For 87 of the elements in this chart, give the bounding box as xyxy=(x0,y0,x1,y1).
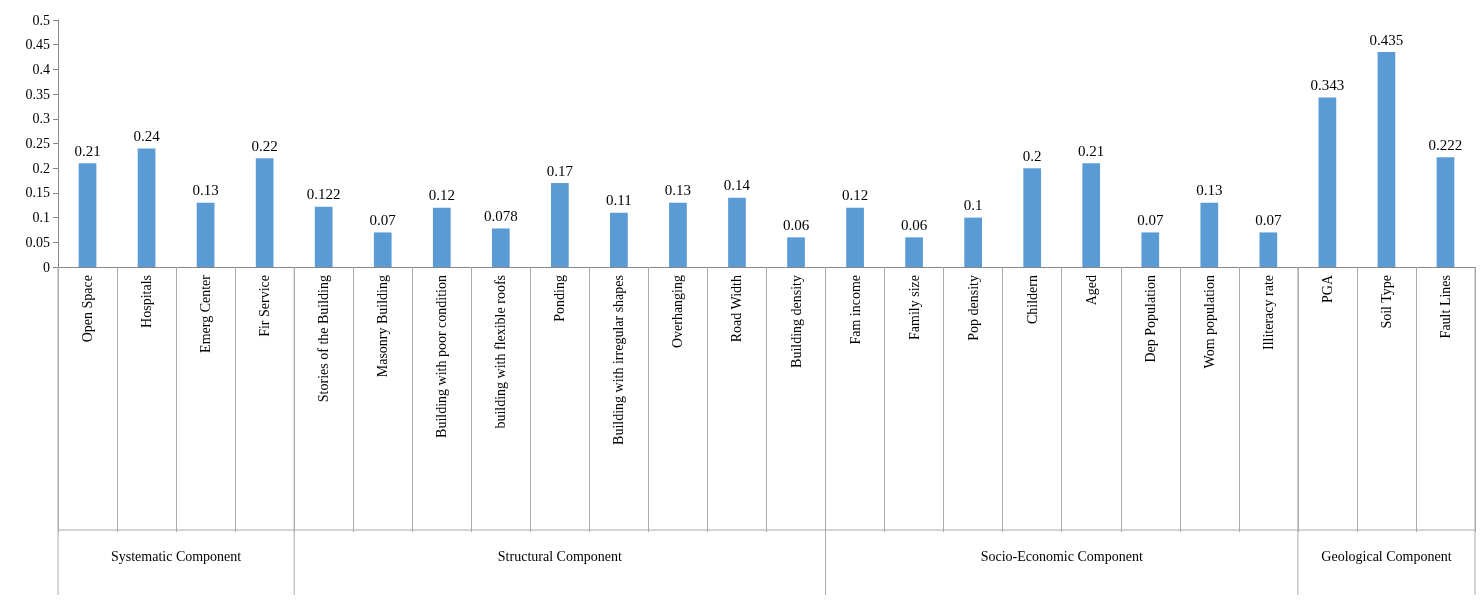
data-label: 0.06 xyxy=(782,216,810,233)
x-tick-label: Building density xyxy=(788,275,804,368)
x-tick-label: Stories of the Building xyxy=(316,275,332,403)
y-tick-label: 0.1 xyxy=(32,210,50,226)
y-tick-label: 0 xyxy=(43,259,50,275)
bar xyxy=(905,237,923,267)
x-tick-label: Dep Population xyxy=(1142,275,1158,363)
data-label: 0.435 xyxy=(1369,31,1404,48)
y-tick-label: 0.35 xyxy=(25,86,50,102)
bar xyxy=(1259,232,1278,267)
bar xyxy=(1200,202,1219,267)
data-label: 0.14 xyxy=(723,177,751,194)
data-label: 0.13 xyxy=(1196,182,1223,199)
x-tick-label: Illiteracy rate xyxy=(1260,275,1276,351)
data-label: 0.07 xyxy=(369,211,397,228)
x-tick-label: Building with poor condition xyxy=(434,275,450,438)
data-label: 0.1 xyxy=(963,197,983,214)
bar xyxy=(551,183,569,267)
x-tick-label: Building with irregular shapes xyxy=(611,275,627,445)
bar xyxy=(728,197,746,267)
y-tick-label: 0.15 xyxy=(25,185,50,201)
text: Systematic Component xyxy=(110,548,242,564)
y-tick-label: 0.5 xyxy=(32,12,50,28)
bar xyxy=(1082,163,1101,267)
data-label: 0.24 xyxy=(133,127,161,144)
text: Socio-Economic Component xyxy=(980,548,1143,564)
x-tick-label: Hospitals xyxy=(139,275,155,328)
x-tick-label: Fam income xyxy=(847,275,863,345)
bar xyxy=(255,158,274,267)
data-label: 0.078 xyxy=(483,207,518,224)
bar xyxy=(964,217,982,267)
data-label: 0.22 xyxy=(251,137,278,154)
x-tick-label: Soil Type xyxy=(1378,275,1394,329)
bar xyxy=(196,202,215,267)
data-label: 0.12 xyxy=(428,187,455,204)
data-label: 0.21 xyxy=(74,142,101,159)
text: Structural Component xyxy=(497,548,622,564)
data-label: 0.11 xyxy=(606,192,632,209)
bar xyxy=(610,212,628,267)
x-tick-label: PGA xyxy=(1319,274,1335,304)
x-tick-label: Family size xyxy=(906,275,922,340)
x-tick-label: Emerg Center xyxy=(198,274,214,353)
data-label: 0.343 xyxy=(1310,77,1345,94)
bar xyxy=(373,232,392,267)
bar xyxy=(787,237,805,267)
text: Geological Component xyxy=(1321,548,1452,564)
bar xyxy=(1377,52,1396,267)
data-label: 0.222 xyxy=(1428,136,1463,153)
x-tick-label: Masonry Building xyxy=(375,275,391,378)
bar xyxy=(491,228,510,267)
data-label: 0.07 xyxy=(1255,211,1282,228)
bar xyxy=(137,148,156,267)
y-tick-label: 0.45 xyxy=(25,37,50,53)
x-tick-label: Road Width xyxy=(729,275,745,343)
y-tick-label: 0.05 xyxy=(25,234,50,250)
x-tick-label: Wom population xyxy=(1201,275,1217,369)
data-label: 0.17 xyxy=(546,162,574,179)
x-tick-label: building with flexible roofs xyxy=(493,275,509,429)
data-label: 0.07 xyxy=(1137,211,1164,228)
bar xyxy=(669,202,687,267)
data-label: 0.122 xyxy=(306,186,341,203)
data-label: 0.2 xyxy=(1022,147,1042,164)
x-tick-label: Fir Service xyxy=(257,275,273,337)
bar xyxy=(1023,168,1042,267)
x-tick-label: Childern xyxy=(1024,275,1040,324)
y-tick-label: 0.4 xyxy=(32,61,50,77)
bar xyxy=(314,206,333,267)
y-tick-label: 0.25 xyxy=(25,136,50,151)
y-tick-label: 0.3 xyxy=(32,111,50,127)
x-tick-label: Ponding xyxy=(552,275,568,322)
bar xyxy=(432,207,451,267)
data-label: 0.13 xyxy=(664,182,692,199)
bar xyxy=(1318,97,1337,267)
data-label: 0.21 xyxy=(1078,142,1105,159)
data-label: 0.06 xyxy=(900,216,928,233)
bar xyxy=(1436,157,1455,267)
x-tick-label: Fault Lines xyxy=(1437,275,1453,339)
x-tick-label: Open Space xyxy=(80,275,96,343)
data-label: 0.12 xyxy=(841,187,869,204)
bar xyxy=(78,163,97,267)
x-tick-label: Pop density xyxy=(965,275,981,341)
x-tick-label: Aged xyxy=(1083,275,1099,306)
bar xyxy=(1141,232,1160,267)
x-tick-label: Overhanging xyxy=(670,275,686,349)
data-label: 0.13 xyxy=(192,182,219,199)
y-tick-label: 0.2 xyxy=(32,160,50,176)
bar xyxy=(846,207,864,267)
